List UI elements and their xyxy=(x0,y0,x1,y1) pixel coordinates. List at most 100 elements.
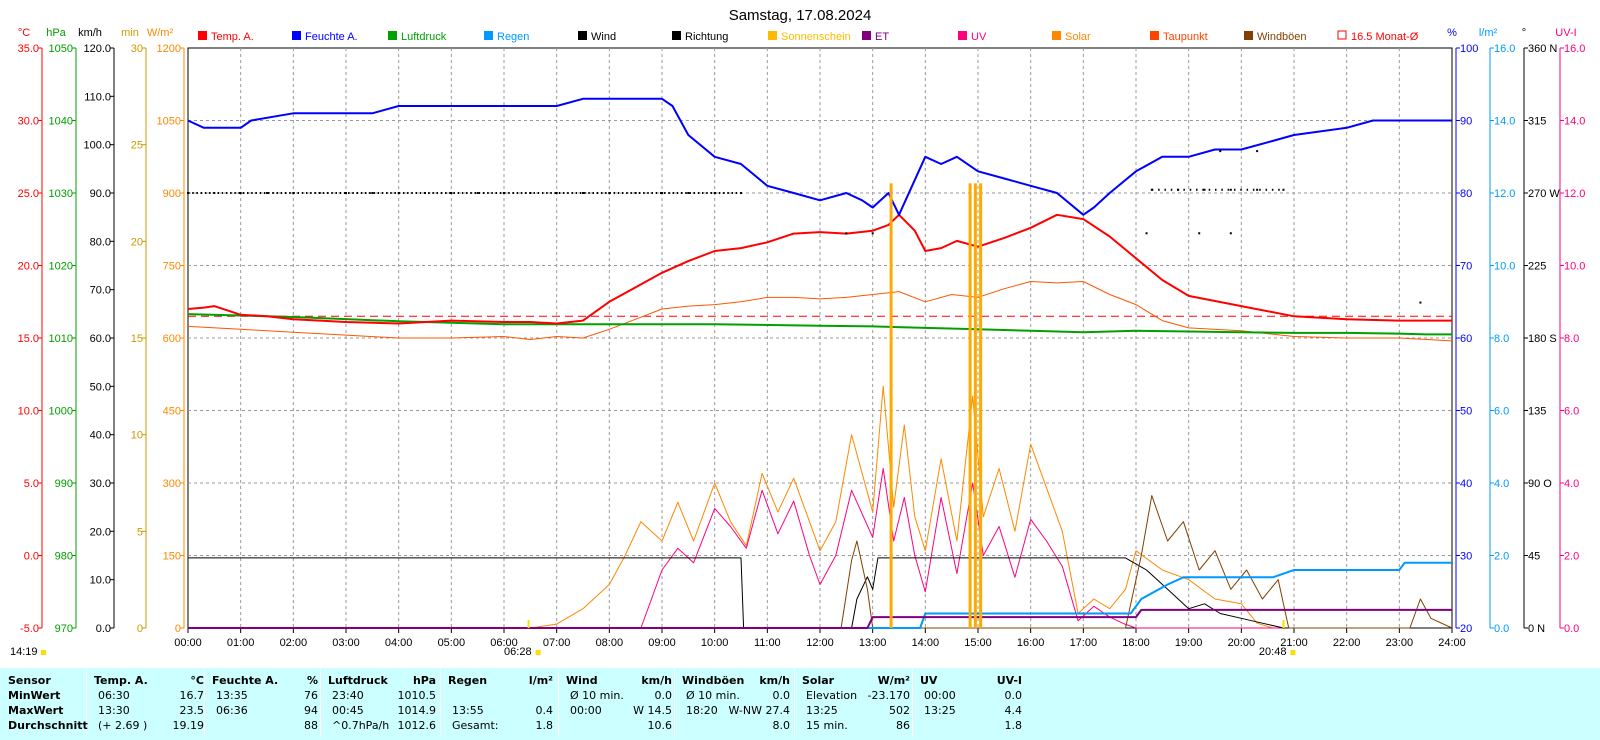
direction-point xyxy=(647,192,649,194)
stats-cell-value: 502 xyxy=(889,704,910,717)
legend-label: Temp. A. xyxy=(211,31,254,43)
legend-label: Solar xyxy=(1065,31,1091,43)
temp-axis-unit: °C xyxy=(18,27,30,39)
direction-tick-label: 45 xyxy=(1528,551,1540,563)
humidity-tick-label: 40 xyxy=(1460,478,1472,490)
direction-point xyxy=(1240,188,1242,191)
direction-point xyxy=(516,192,519,194)
direction-point xyxy=(672,192,675,194)
solar-tick-label: 300 xyxy=(163,478,181,490)
wind-tick-label: 0.0 xyxy=(96,623,111,635)
solar-tick-label: 450 xyxy=(163,406,181,418)
temp-tick-label: -5.0 xyxy=(20,623,39,635)
direction-point xyxy=(555,192,558,194)
x-tick-label: 07:00 xyxy=(543,637,571,649)
wind-tick-label: 30.0 xyxy=(90,478,111,490)
direction-point xyxy=(1271,188,1274,191)
direction-point xyxy=(596,192,599,194)
direction-point xyxy=(579,192,582,194)
direction-point xyxy=(621,192,624,194)
stats-cell-value: 88 xyxy=(304,719,318,732)
direction-point xyxy=(1183,188,1185,191)
direction-point xyxy=(310,192,312,194)
direction-point xyxy=(268,192,270,194)
direction-point xyxy=(482,192,485,194)
stats-header: UV xyxy=(920,674,938,687)
direction-point xyxy=(217,192,219,194)
direction-point xyxy=(689,192,691,194)
stats-cell-sub: 13:25 xyxy=(924,704,956,717)
wind-tick-label: 90.0 xyxy=(90,188,111,200)
direction-point xyxy=(508,192,510,194)
direction-point xyxy=(1256,188,1259,191)
legend-swatch xyxy=(958,31,967,40)
direction-point xyxy=(242,192,245,194)
direction-point xyxy=(1145,232,1148,235)
direction-tick-label: 0 N xyxy=(1528,623,1545,635)
direction-point xyxy=(394,192,396,194)
stats-cell-sub: 13:30 xyxy=(98,704,130,717)
stats-cell-sub: 13:25 xyxy=(806,704,838,717)
stats-cell-sub: 13:35 xyxy=(216,689,248,702)
direction-point xyxy=(693,192,696,194)
sunset-marker xyxy=(1282,620,1285,628)
rain-tick-label: 0.0 xyxy=(1494,623,1509,635)
x-tick-label: 01:00 xyxy=(227,637,255,649)
direction-point xyxy=(697,192,700,194)
direction-point xyxy=(314,192,316,194)
direction-point xyxy=(558,192,561,194)
direction-point xyxy=(360,192,363,194)
direction-point xyxy=(297,192,300,194)
stats-header: Regen xyxy=(448,674,488,687)
stats-cell-sub: 00:00 xyxy=(924,689,956,702)
direction-point xyxy=(1252,188,1255,191)
stats-cell-sub: 00:45 xyxy=(332,704,364,717)
direction-point xyxy=(533,192,535,194)
direction-point xyxy=(289,192,291,194)
uv-axis-unit: UV-I xyxy=(1555,27,1576,39)
direction-point xyxy=(1203,188,1206,191)
direction-point xyxy=(643,192,645,194)
direction-point xyxy=(1170,188,1173,191)
stats-cell-value: 19.19 xyxy=(172,719,205,732)
x-tick-label: 24:00 xyxy=(1438,637,1466,649)
wind-tick-label: 20.0 xyxy=(90,526,111,538)
legend-label: Windböen xyxy=(1257,31,1307,43)
pressure-axis-unit: hPa xyxy=(46,27,66,39)
direction-point xyxy=(575,192,578,194)
direction-point xyxy=(221,192,224,194)
direction-point xyxy=(512,192,514,194)
pressure-tick-label: 1050 xyxy=(49,43,73,55)
x-tick-label: 08:00 xyxy=(596,637,624,649)
direction-point xyxy=(661,192,663,194)
pressure-tick-label: 970 xyxy=(55,623,73,635)
stats-cell-value: 1010.5 xyxy=(397,689,437,702)
stats-header-unit: °C xyxy=(190,674,204,687)
legend: Temp. A. Feuchte A. Luftdruck Regen Wind Rich… xyxy=(198,30,1419,43)
x-tick-label: 22:00 xyxy=(1333,637,1361,649)
chart-title: Samstag, 17.08.2024 xyxy=(729,7,872,24)
direction-point xyxy=(529,192,531,194)
humidity-tick-label: 70 xyxy=(1460,261,1472,273)
sunset-time-label: 20:48 xyxy=(1259,646,1287,658)
x-tick-label: 16:00 xyxy=(1017,637,1045,649)
stats-cell-value: 94 xyxy=(304,704,318,717)
direction-point xyxy=(343,192,346,194)
direction-point xyxy=(1164,188,1166,191)
sunshine-bar xyxy=(979,183,983,629)
direction-point xyxy=(348,192,350,194)
stats-cell-sub: Ø 10 min. xyxy=(570,689,624,702)
x-tick-label: 20:00 xyxy=(1228,637,1256,649)
direction-point xyxy=(676,192,679,194)
direction-point xyxy=(546,192,548,194)
x-tick-label: 19:00 xyxy=(1175,637,1203,649)
direction-point xyxy=(1419,301,1422,304)
uv-tick-label: 10.0 xyxy=(1564,261,1585,273)
wind-tick-label: 120.0 xyxy=(83,43,111,55)
direction-point xyxy=(381,192,384,194)
direction-point xyxy=(364,192,367,194)
direction-point xyxy=(238,192,241,194)
humidity-tick-label: 50 xyxy=(1460,406,1472,418)
direction-point xyxy=(1278,188,1280,191)
temp-tick-label: 35.0 xyxy=(18,43,39,55)
